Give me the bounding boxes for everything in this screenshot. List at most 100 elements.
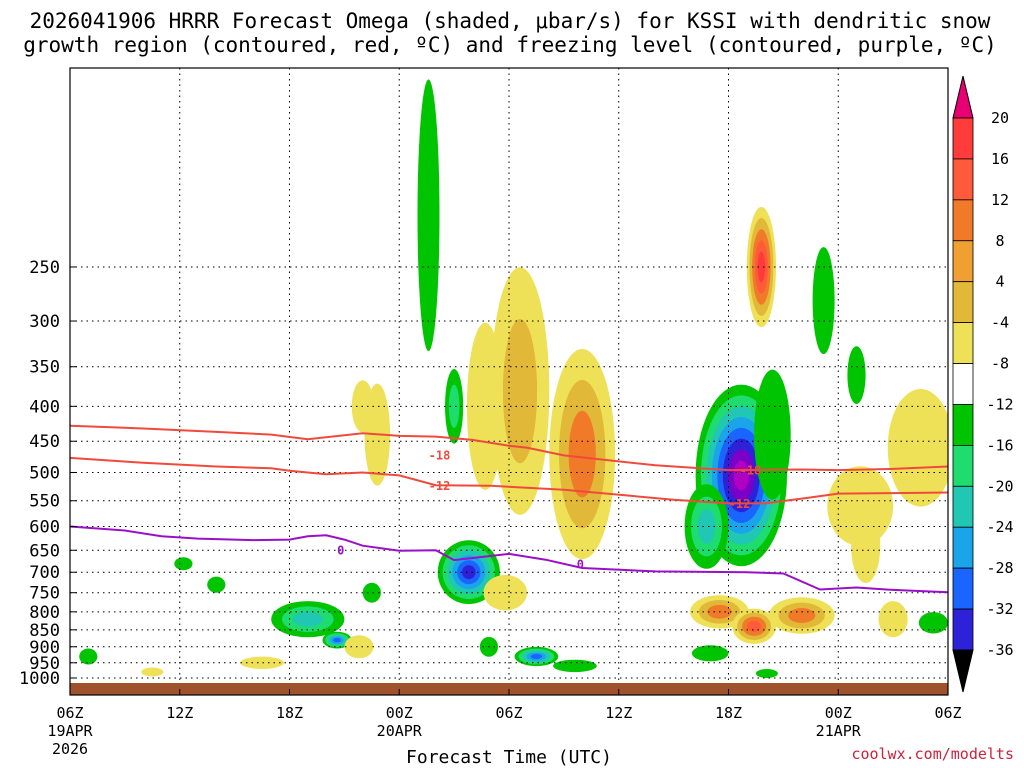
omega-region-16-level-0 bbox=[553, 659, 597, 673]
omega-region-19-level-0 bbox=[417, 79, 440, 352]
y-tick-label-400: 400 bbox=[29, 397, 60, 417]
y-tick-label-1000: 1000 bbox=[19, 669, 60, 689]
y-tick-label-800: 800 bbox=[29, 603, 60, 623]
y-tick-label-850: 850 bbox=[29, 621, 60, 641]
omega-region-32-level-0 bbox=[344, 635, 374, 659]
x-tick-label-5: 12Z bbox=[605, 704, 632, 722]
plot-area: -18 -12 -18 -12 0 0 bbox=[70, 68, 948, 695]
omega-region-8-level-2 bbox=[788, 608, 816, 623]
colorbar-swatch-10 bbox=[952, 526, 974, 569]
colorbar-label-10: -24 bbox=[986, 518, 1013, 536]
omega-region-3-level-0 bbox=[812, 247, 835, 355]
x-year-label: 2026 bbox=[52, 740, 88, 758]
colorbar-swatch-9 bbox=[952, 485, 974, 528]
omega-region-5-level-4 bbox=[757, 251, 766, 283]
colorbar-swatch-6 bbox=[952, 363, 974, 405]
y-tick-label-250: 250 bbox=[29, 258, 60, 278]
colorbar-label-7: -12 bbox=[986, 395, 1013, 413]
colorbar-label-9: -20 bbox=[986, 477, 1013, 495]
y-tick-label-500: 500 bbox=[29, 463, 60, 483]
x-date-label-0: 19APR bbox=[47, 722, 93, 740]
omega-region-28-level-0 bbox=[207, 576, 226, 593]
colorbar-swatch-11 bbox=[952, 567, 974, 610]
omega-region-11-level-0 bbox=[918, 612, 948, 634]
colorbar-label-3: 8 bbox=[995, 232, 1004, 250]
y-tick-label-450: 450 bbox=[29, 432, 60, 452]
colorbar-label-0: 20 bbox=[991, 109, 1009, 127]
omega-region-17-level-5 bbox=[462, 565, 476, 580]
y-tick-label-700: 700 bbox=[29, 563, 60, 583]
omega-region-18-level-1 bbox=[448, 384, 460, 428]
x-tick-label-3: 00Z bbox=[386, 704, 413, 722]
x-tick-label-7: 00Z bbox=[825, 704, 852, 722]
colorbar-label-11: -28 bbox=[986, 559, 1013, 577]
colorbar-label-12: -32 bbox=[986, 600, 1013, 618]
colorbar-swatch-2 bbox=[952, 199, 974, 242]
chart-title-line-1: 2026041906 HRRR Forecast Omega (shaded, … bbox=[30, 9, 991, 33]
colorbar-label-1: 16 bbox=[991, 150, 1009, 168]
colorbar-swatch-8 bbox=[952, 444, 974, 487]
contour-label-1: -12 bbox=[429, 479, 451, 493]
omega-shading bbox=[79, 79, 948, 678]
omega-region-0-level-7 bbox=[733, 460, 749, 491]
x-tick-label-4: 06Z bbox=[495, 704, 522, 722]
x-tick-label-2: 18Z bbox=[276, 704, 303, 722]
contour--18-0 bbox=[70, 424, 948, 472]
contour-0-2 bbox=[70, 525, 948, 594]
colorbar: 20 16 12 8 4 -4 -8 -12 -16 -20 -24 -28 -32 -36 bbox=[952, 75, 1014, 693]
omega-region-36-level-0 bbox=[851, 508, 881, 583]
x-date-label-3: 20APR bbox=[377, 722, 423, 740]
contour-label-5: 0 bbox=[577, 558, 584, 572]
gridlines bbox=[70, 68, 948, 695]
colorbar-swatch-5 bbox=[952, 322, 974, 364]
omega-region-4-level-0 bbox=[847, 346, 866, 404]
colorbar-label-8: -16 bbox=[986, 436, 1013, 454]
y-tick-label-350: 350 bbox=[29, 358, 60, 378]
y-tick-label-550: 550 bbox=[29, 492, 60, 512]
x-tick-label-6: 18Z bbox=[715, 704, 742, 722]
y-tick-label-950: 950 bbox=[29, 654, 60, 674]
omega-region-34-level-0 bbox=[141, 667, 164, 677]
omega-region-26-level-0 bbox=[362, 582, 381, 603]
x-tick-label-8: 06Z bbox=[934, 704, 961, 722]
omega-region-27-level-0 bbox=[174, 557, 193, 571]
y-tick-label-300: 300 bbox=[29, 312, 60, 332]
colorbar-label-2: 12 bbox=[991, 191, 1009, 209]
chart-title-line-2: growth region (contoured, red, ºC) and f… bbox=[23, 33, 997, 57]
omega-region-22-level-1 bbox=[502, 318, 538, 464]
y-tick-label-750: 750 bbox=[29, 584, 60, 604]
colorbar-bottom-arrow bbox=[952, 649, 974, 693]
omega-region-33-level-0 bbox=[240, 656, 284, 669]
colorbar-swatch-12 bbox=[952, 608, 974, 651]
colorbar-swatch-4 bbox=[952, 281, 974, 324]
colorbar-swatch-0 bbox=[952, 117, 974, 160]
omega-region-24-level-2 bbox=[292, 611, 323, 627]
contour-label-2: -18 bbox=[740, 464, 762, 478]
y-axis: 2503003504004505005506006507007508008509… bbox=[19, 258, 77, 689]
colorbar-label-13: -36 bbox=[986, 641, 1013, 659]
temperature-contours: -18 -12 -18 -12 0 0 bbox=[70, 424, 948, 594]
colorbar-swatch-3 bbox=[952, 240, 974, 283]
colorbar-label-4: 4 bbox=[995, 273, 1004, 291]
credit-link[interactable]: coolwx.com/modelts bbox=[851, 745, 1014, 763]
x-axis-label: Forecast Time (UTC) bbox=[406, 747, 612, 768]
omega-region-10-level-0 bbox=[887, 389, 948, 507]
x-tick-label-0: 06Z bbox=[56, 704, 83, 722]
x-tick-label-1: 12Z bbox=[166, 704, 193, 722]
omega-region-2-level-0 bbox=[754, 369, 791, 500]
omega-region-1-level-2 bbox=[697, 509, 716, 544]
omega-region-29-level-0 bbox=[79, 648, 98, 665]
colorbar-label-5: -4 bbox=[991, 314, 1009, 332]
colorbar-swatch-7 bbox=[952, 404, 974, 446]
contour--12-1 bbox=[70, 456, 948, 505]
x-date-label-7: 21APR bbox=[816, 722, 862, 740]
colorbar-swatch-1 bbox=[952, 158, 974, 201]
omega-region-12-level-0 bbox=[691, 645, 729, 662]
omega-region-15-level-4 bbox=[530, 654, 543, 659]
omega-region-7-level-3 bbox=[747, 620, 762, 632]
y-tick-label-600: 600 bbox=[29, 518, 60, 538]
omega-region-13-level-0 bbox=[755, 669, 778, 678]
omega-region-37-level-0 bbox=[878, 601, 908, 638]
